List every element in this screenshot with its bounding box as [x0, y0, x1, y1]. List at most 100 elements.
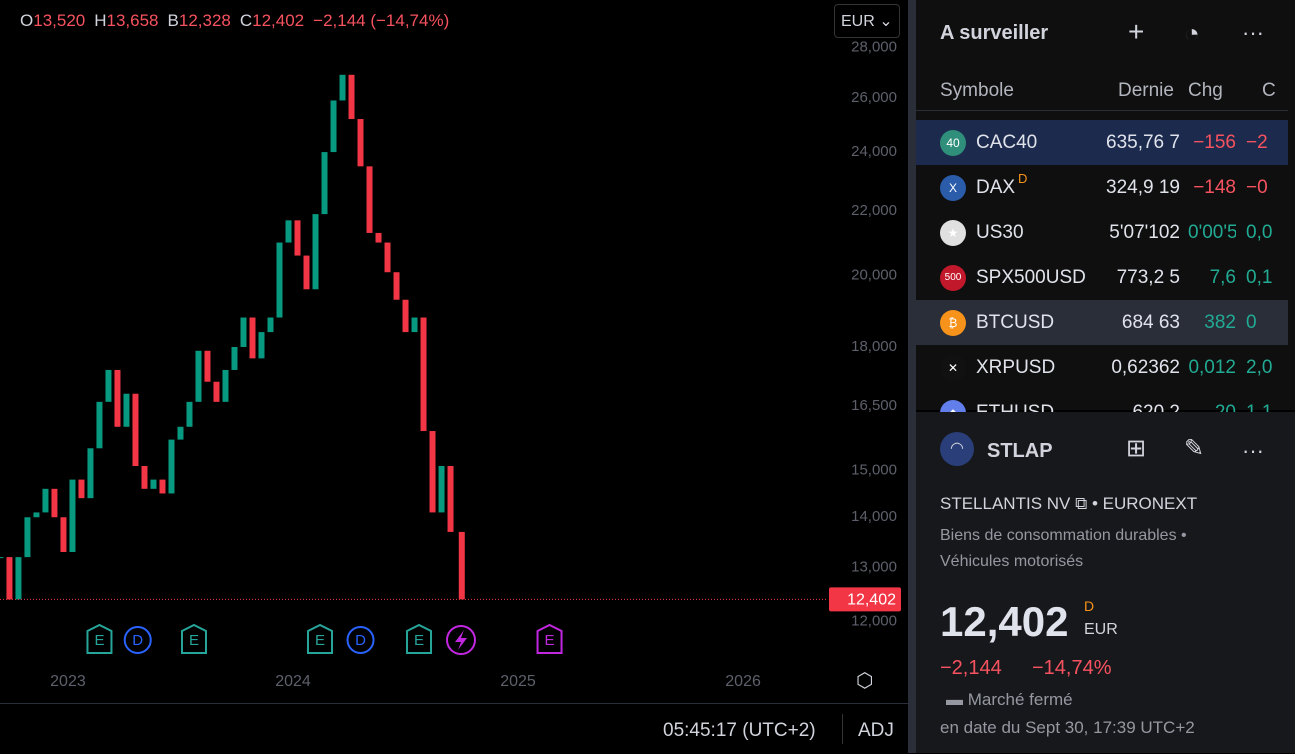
price: 12,402 [940, 598, 1069, 645]
event-marker[interactable]: E [307, 623, 334, 654]
change: 7,6 [1209, 267, 1236, 288]
candle [213, 381, 220, 402]
sector-line: Biens de consommation durables • [940, 527, 1187, 544]
clock: 05:45:17 (UTC+2) [663, 720, 816, 741]
symbol: XRPUSD [976, 357, 1056, 378]
event-marker[interactable]: E [86, 623, 113, 654]
candle [402, 299, 409, 333]
candle [312, 214, 319, 290]
symbol-icon-text: 500 [944, 272, 962, 283]
last-price-tag [829, 587, 901, 612]
event-shape [406, 623, 433, 654]
watchlist-title[interactable]: A surveiller [940, 22, 1049, 44]
candle [24, 517, 31, 558]
change-pct: 0 [1246, 312, 1257, 333]
ohlc-legend: O13,520 H13,658 B12,328 C12,402 −2,144 (−14,… [20, 11, 449, 31]
symbol-icon-text: ₿ [948, 316, 958, 330]
event-shape [180, 623, 207, 654]
price-badge: D [1084, 598, 1095, 614]
watchlist-row[interactable]: 40 CAC40 7 635,76 −156 −2 [916, 120, 1288, 165]
y-tick-label: 18,000 [851, 338, 897, 355]
change: −156 [1193, 132, 1236, 153]
candle [132, 393, 139, 467]
event-marker[interactable]: E [536, 623, 563, 654]
ohlc-key: O [20, 11, 34, 30]
candle [33, 512, 40, 518]
candle [258, 332, 265, 359]
candle [6, 557, 13, 600]
candle [321, 152, 328, 215]
candle [429, 431, 436, 513]
watchlist-row[interactable]: ✕ XRPUSD 0,62362 0,012 2,0 [916, 345, 1288, 390]
symbol: US30 [976, 222, 1024, 243]
candle [348, 74, 355, 120]
candle [141, 466, 148, 489]
event-marker[interactable]: D [346, 626, 375, 654]
symbol-icon: X [940, 175, 966, 201]
details-panel: ◠ STLAP ⊞ ✎ ··· STELLANTIS NV ⧉ • EURONE… [916, 412, 1295, 753]
column-header: Chg% [1262, 80, 1276, 101]
layout-icon[interactable]: ⊞ [1126, 435, 1147, 462]
chart-icon[interactable]: ◔ [1184, 18, 1200, 48]
last-price: 5 773,2 [1116, 267, 1180, 288]
currency-button[interactable]: EUR ⌄ [834, 4, 900, 38]
candle [78, 479, 85, 499]
event-icon [455, 630, 467, 650]
industry[interactable]: Véhicules motorisés [940, 553, 1084, 570]
more-icon[interactable]: ··· [1242, 20, 1264, 45]
candle [330, 100, 337, 153]
watchlist: A surveiller + ◔ ··· Symbole Dernie Chg Chg… [916, 0, 1295, 426]
candle [159, 479, 166, 494]
event-label: D [132, 632, 143, 649]
watchlist-row[interactable]: X DAX D 19 324,9 −148 −0 [916, 165, 1288, 210]
candle [114, 369, 121, 427]
y-tick-label: 12,000 [851, 613, 897, 630]
settings-icon[interactable]: ⬡ [856, 670, 874, 692]
more-icon[interactable]: ··· [1242, 438, 1264, 463]
bottom-bar: 05:45:17 (UTC+2) ADJ [0, 703, 908, 754]
change-pct: 2,0 [1246, 357, 1273, 378]
watchlist-row[interactable]: ₿ BTCUSD 63 684 382 0 [916, 300, 1288, 345]
x-tick-label: 2023 [50, 673, 86, 690]
y-tick-label: 22,000 [851, 202, 897, 219]
symbol: CAC40 [976, 132, 1038, 153]
ohlc-key: C [239, 11, 253, 30]
candle [339, 74, 346, 101]
sector[interactable]: Biens de consommation durables [940, 527, 1177, 544]
last-price: 63 684 [1121, 312, 1180, 333]
event-label: E [94, 632, 104, 649]
candle [303, 255, 310, 290]
candle [87, 448, 94, 499]
candle [267, 317, 274, 333]
symbol-icon: 500 [940, 265, 966, 291]
as-of-date: en date du Sept 30, 17:39 UTC+2 [940, 718, 1195, 737]
watchlist-row[interactable]: 500 SPX500USD 5 773,2 7,6 0,1 [916, 255, 1288, 300]
last-price: 7 635,76 [1106, 132, 1180, 153]
candle [249, 317, 256, 359]
y-tick-label: 24,000 [851, 143, 897, 160]
add-icon[interactable]: + [1128, 16, 1145, 47]
change-pct: −0 [1246, 177, 1268, 198]
event-label: E [315, 632, 325, 649]
market-status: Marché fermé [967, 690, 1073, 709]
ohlc-change: −2,144 (−14,74%) [313, 11, 450, 30]
event-marker[interactable]: E [406, 623, 433, 654]
candle [375, 232, 382, 243]
watchlist-row[interactable]: ★ US30 102'07'5 0'00'5 0,0 [916, 210, 1288, 255]
event-marker[interactable]: E [180, 623, 207, 654]
event-label: E [414, 632, 424, 649]
chart: 12,000 13,000 14,000 15,000 16,500 18,000 20,0… [0, 38, 901, 691]
candle [15, 557, 22, 600]
change: −148 [1193, 177, 1236, 198]
adj-button[interactable]: ADJ [858, 720, 894, 741]
candle [123, 393, 130, 427]
company-name[interactable]: STELLANTIS NV [940, 494, 1071, 513]
candle [150, 479, 157, 489]
change-pct: 0,0 [1246, 222, 1273, 243]
event-label: D [355, 632, 366, 649]
edit-icon[interactable]: ✎ [1184, 435, 1205, 462]
symbol-icon-text: 40 [946, 136, 960, 150]
column-header: Symbole [940, 80, 1014, 101]
candle [0, 557, 4, 559]
event-marker[interactable]: D [123, 626, 152, 654]
